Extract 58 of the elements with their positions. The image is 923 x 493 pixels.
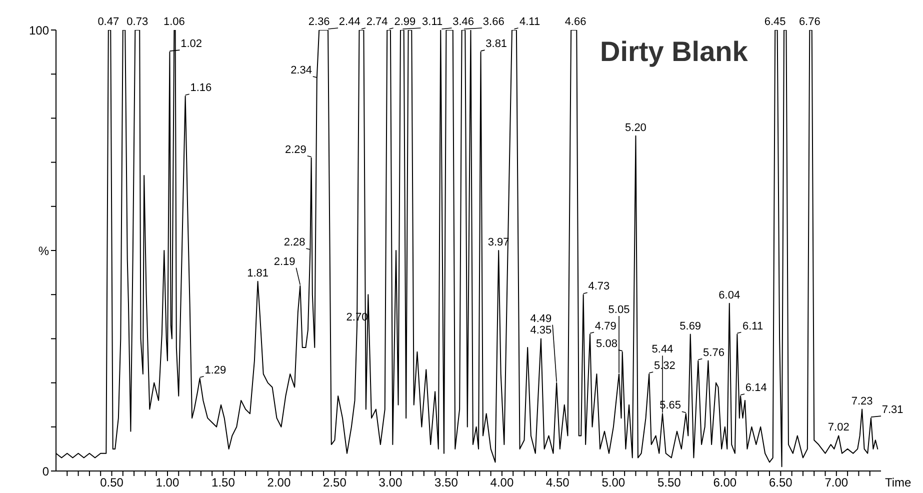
annotation: 6.45 [764,16,786,28]
annotation: 6.11 [742,320,764,332]
annotation: 5.05 [608,304,630,316]
annotation: 0.47 [98,16,120,28]
annotation: 3.66 [482,16,504,28]
y-tick-label: 0 [42,464,50,478]
x-tick-label: 1.50 [212,476,236,490]
x-tick-label: 4.00 [490,476,514,490]
annotation: 7.02 [828,422,850,434]
annotation: 1.06 [163,16,185,28]
annotation: 3.11 [422,16,443,28]
chart-title: Dirty Blank [600,36,748,68]
annotation: 2.44 [338,16,360,28]
annotation: 2.19 [274,256,296,268]
annotation: 2.28 [284,236,306,248]
annotation: 2.74 [366,16,388,28]
x-tick-label: 0.50 [100,476,124,490]
annotation: 4.35 [530,324,552,337]
annotation: 5.44 [652,344,674,356]
annotation: 0.73 [126,16,148,28]
annotation: 5.76 [703,346,724,359]
annotation: 2.36 [308,16,330,28]
x-tick-label: 5.50 [657,476,682,490]
annotation: 3.46 [452,16,474,28]
x-axis-title: Time [885,475,912,490]
annotation: 1.81 [247,267,268,280]
x-tick-label: 6.50 [768,476,793,490]
y-tick-label: % [38,244,50,258]
annotation: 7.23 [851,395,873,408]
annotation: 4.49 [530,312,552,325]
annotation: 5.69 [680,320,702,332]
y-tick-label: 100 [28,23,50,38]
annotation: 4.79 [594,320,616,332]
x-tick-label: 1.00 [156,476,180,490]
annotation: 6.76 [798,16,820,28]
x-tick-label: 3.50 [434,476,458,490]
annotation: 4.11 [520,16,540,28]
annotation: 4.73 [588,280,610,293]
annotation: 5.20 [625,122,646,134]
x-tick-label: 2.50 [323,476,347,490]
x-tick-label: 4.50 [546,476,570,490]
x-tick-label: 5.00 [602,476,626,490]
x-tick-label: 3.00 [378,476,402,490]
annotation: 7.31 [882,404,904,416]
annotation: 1.16 [190,82,212,94]
annotation: 6.04 [718,289,740,302]
annotation: 1.29 [204,364,226,376]
annotation: 1.02 [180,38,202,50]
annotation: 6.14 [745,382,767,394]
annotation: 4.66 [564,16,586,28]
x-tick-label: 7.00 [824,476,848,490]
annotation: 2.29 [284,144,306,156]
x-tick-label: 6.00 [713,476,737,490]
annotation: 2.34 [290,64,312,77]
annotation: 2.99 [394,16,416,28]
annotation: 3.81 [486,38,508,50]
annotation: 5.08 [596,338,618,350]
x-tick-label: 2.00 [267,476,291,490]
